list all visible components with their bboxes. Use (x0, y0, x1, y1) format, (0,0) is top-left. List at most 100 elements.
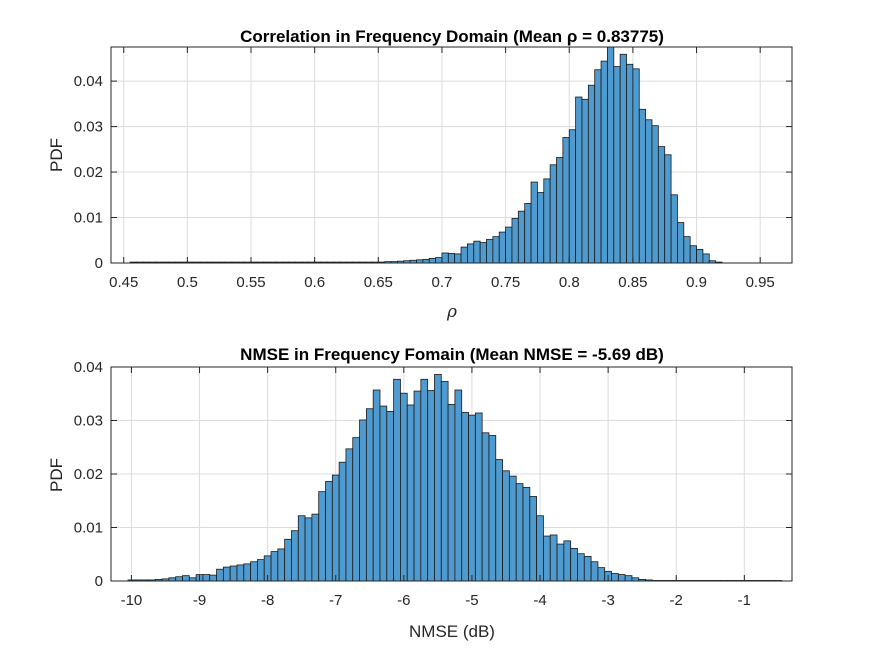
histogram-bar (638, 108, 647, 264)
x-tick-label: -9 (193, 592, 206, 609)
histogram-bar (651, 125, 659, 264)
histogram-bar (441, 252, 449, 264)
histogram-bar (575, 96, 583, 264)
histogram-bar (600, 60, 608, 264)
correlation-histogram: Correlation in Frequency Domain (Mean ρ … (47, 27, 793, 322)
histogram-bar (291, 530, 299, 582)
histogram-bar (318, 491, 326, 582)
histogram-bar (689, 245, 697, 264)
histogram-bar (563, 540, 572, 582)
histogram-bar (583, 555, 592, 582)
histogram-bar (619, 53, 627, 264)
histogram-bar (434, 374, 442, 582)
histogram-bar (549, 534, 558, 582)
histogram-bar (325, 481, 333, 582)
histogram-bar (427, 390, 435, 582)
histogram-bar (607, 46, 615, 264)
x-ticks: 0.45 0.5 0.55 0.6 0.65 0.7 0.75 0.8 0.85 0.9 0.95 (109, 47, 775, 291)
histogram-bar (331, 474, 340, 582)
histogram-bar (440, 381, 449, 582)
histogram-bar (611, 573, 619, 582)
histogram-bar (702, 253, 710, 264)
x-tick-label: 0.85 (618, 274, 647, 291)
histogram-bar (536, 515, 544, 582)
histogram-bar (613, 66, 621, 264)
histogram-bar (345, 448, 354, 582)
y-tick-label: 0.02 (74, 164, 103, 181)
histogram-bar (505, 226, 513, 264)
x-tick-label: -5 (465, 592, 478, 609)
y-axis-label: PDF (47, 458, 66, 492)
histogram-bar (400, 392, 408, 582)
chart-title: Correlation in Frequency Domain (Mean ρ … (240, 27, 664, 46)
y-ticks: 0 0.01 0.02 0.03 0.04 (74, 73, 792, 272)
x-tick-label: 0.65 (364, 274, 393, 291)
histogram-bar (277, 548, 286, 582)
histogram-bar (304, 517, 313, 582)
x-tick-label: -8 (261, 592, 274, 609)
histogram-bar (202, 574, 211, 582)
x-tick-label: 0.75 (491, 274, 520, 291)
y-tick-label: 0.04 (74, 73, 103, 90)
x-tick-label: -1 (738, 592, 751, 609)
histogram-bar (683, 236, 691, 264)
bars (129, 46, 723, 264)
histogram-bar (297, 515, 306, 582)
histogram-bar (236, 564, 245, 582)
histogram-bar (209, 574, 217, 582)
nmse-histogram: NMSE in Frequency Fomain (Mean NMSE = -5… (47, 345, 793, 641)
histogram-bar (479, 242, 487, 264)
histogram-bar (568, 129, 577, 264)
histogram-bar (386, 411, 395, 582)
histogram-bar (590, 561, 599, 582)
histogram-bar (284, 538, 292, 582)
x-ticks: -10 -9 -8 -7 -6 -5 -4 -3 -2 -1 (121, 367, 751, 609)
histogram-bar (577, 553, 585, 582)
histogram-bar (422, 258, 430, 264)
x-tick-label: 0.9 (686, 274, 707, 291)
histogram-bar (617, 574, 626, 582)
x-tick-label: 0.8 (559, 274, 580, 291)
histogram-bar (447, 253, 456, 264)
histogram-bar (670, 194, 678, 264)
histogram-bar (498, 231, 506, 264)
histogram-bar (581, 98, 589, 264)
x-tick-label: 0.95 (746, 274, 775, 291)
histogram-bar (481, 432, 490, 582)
histogram-bar (587, 84, 596, 264)
histogram-bar (270, 551, 279, 582)
y-tick-label: 0.02 (74, 466, 103, 483)
y-ticks: 0 0.01 0.02 0.03 0.04 (74, 359, 792, 590)
histogram-bar (562, 137, 570, 264)
x-tick-label: -4 (533, 592, 546, 609)
histogram-bar (222, 566, 231, 582)
y-tick-label: 0.04 (74, 359, 103, 376)
histogram-bar (502, 470, 510, 582)
histogram-bar (435, 257, 443, 264)
histogram-bar (517, 210, 526, 264)
histogram-bar (420, 378, 429, 582)
x-tick-label: -6 (397, 592, 410, 609)
histogram-bar (229, 565, 238, 582)
histogram-bar (594, 69, 602, 264)
histogram-bar (467, 243, 475, 264)
histogram-bar (543, 178, 551, 264)
chart-title: NMSE in Frequency Fomain (Mean NMSE = -5… (240, 345, 664, 364)
histogram-bar (454, 253, 462, 264)
x-tick-label: -2 (670, 592, 683, 609)
histogram-bar (696, 248, 704, 264)
y-tick-label: 0 (95, 573, 103, 590)
histogram-bar (250, 561, 258, 582)
y-tick-label: 0.03 (74, 119, 103, 136)
histogram-bar (460, 246, 468, 264)
histogram-bar (365, 408, 374, 582)
histogram-bar (664, 154, 672, 264)
histogram-bar (488, 435, 497, 582)
histogram-bar (515, 483, 524, 582)
histogram-bar (175, 576, 183, 582)
histogram-bar (338, 461, 347, 582)
histogram-bar (537, 192, 545, 264)
histogram-bar (428, 258, 436, 264)
histogram-bar (632, 68, 640, 264)
